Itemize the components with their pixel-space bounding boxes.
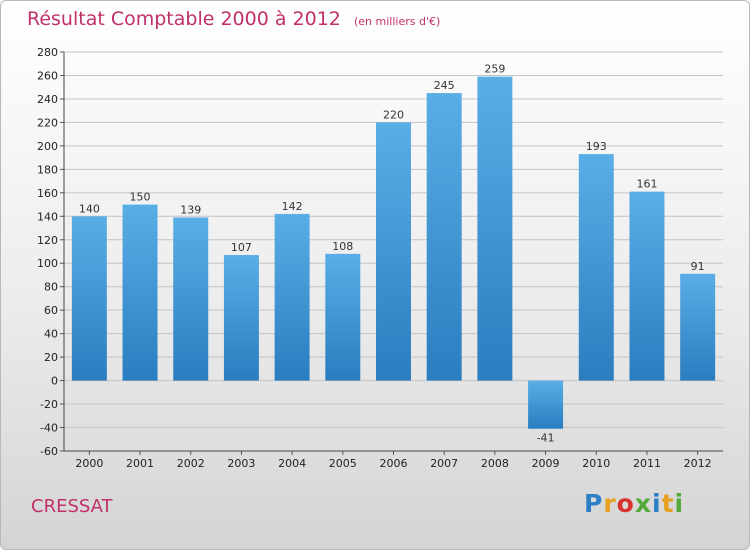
bar-2000 bbox=[72, 216, 107, 380]
y-tick-label: -60 bbox=[40, 445, 58, 458]
value-label-2004: 142 bbox=[282, 200, 303, 213]
bar-chart: -60 -40 -20 0 20 40 60 80 100 120 140 160 180 200 220 2… bbox=[1, 1, 750, 550]
x-tick-label-2009: 2009 bbox=[532, 457, 560, 470]
value-label-2008: 259 bbox=[484, 63, 505, 76]
y-tick-label: 220 bbox=[37, 116, 58, 129]
logo-letter: x bbox=[635, 489, 652, 518]
bar-2001 bbox=[123, 205, 158, 381]
commune-name: CRESSAT bbox=[31, 496, 113, 517]
value-label-2006: 220 bbox=[383, 108, 404, 121]
logo-letter: P bbox=[584, 489, 603, 518]
value-label-2007: 245 bbox=[434, 79, 455, 92]
value-label-2002: 139 bbox=[180, 203, 201, 216]
x-tick-label-2000: 2000 bbox=[75, 457, 103, 470]
x-tick-label-2005: 2005 bbox=[329, 457, 357, 470]
value-label-2011: 161 bbox=[636, 178, 657, 191]
bar-2007 bbox=[427, 93, 462, 381]
x-tick-label-2012: 2012 bbox=[684, 457, 712, 470]
bar-2010 bbox=[579, 154, 614, 380]
x-tick-label-2010: 2010 bbox=[582, 457, 610, 470]
bar-2005 bbox=[325, 254, 360, 381]
bar-2009 bbox=[528, 381, 563, 429]
bar-2002 bbox=[173, 217, 208, 380]
bar-2008 bbox=[477, 77, 512, 381]
logo-letter: t bbox=[662, 489, 675, 518]
y-tick-label: 20 bbox=[44, 351, 58, 364]
logo-letter: i bbox=[652, 489, 662, 518]
value-label-2000: 140 bbox=[79, 202, 100, 215]
y-tick-label: 120 bbox=[37, 234, 58, 247]
x-tick-label-2007: 2007 bbox=[430, 457, 458, 470]
x-tick-label-2011: 2011 bbox=[633, 457, 661, 470]
bar-2006 bbox=[376, 122, 411, 380]
y-tick-label: 180 bbox=[37, 163, 58, 176]
y-tick-label: 280 bbox=[37, 46, 58, 59]
y-tick-label: 260 bbox=[37, 69, 58, 82]
y-tick-label: -20 bbox=[40, 398, 58, 411]
bar-2012 bbox=[680, 274, 715, 381]
y-tick-label: -40 bbox=[40, 422, 58, 435]
x-tick-label-2001: 2001 bbox=[126, 457, 154, 470]
y-tick-label: 0 bbox=[51, 375, 58, 388]
value-label-2003: 107 bbox=[231, 241, 252, 254]
y-tick-label: 40 bbox=[44, 328, 58, 341]
bar-2004 bbox=[275, 214, 310, 381]
x-tick-label-2004: 2004 bbox=[278, 457, 306, 470]
logo-letter: o bbox=[617, 489, 635, 518]
y-tick-label: 100 bbox=[37, 257, 58, 270]
value-label-2005: 108 bbox=[332, 240, 353, 253]
proxiti-logo: Proxiti bbox=[584, 489, 684, 518]
x-tick-label-2003: 2003 bbox=[227, 457, 255, 470]
value-label-2012: 91 bbox=[691, 260, 705, 273]
value-label-2001: 150 bbox=[130, 191, 151, 204]
bar-2003 bbox=[224, 255, 259, 381]
chart-frame: Résultat Comptable 2000 à 2012 (en milli… bbox=[0, 0, 750, 550]
y-tick-label: 160 bbox=[37, 187, 58, 200]
x-tick-label-2008: 2008 bbox=[481, 457, 509, 470]
y-tick-label: 240 bbox=[37, 93, 58, 106]
y-tick-label: 60 bbox=[44, 304, 58, 317]
y-tick-label: 80 bbox=[44, 281, 58, 294]
x-tick-label-2006: 2006 bbox=[380, 457, 408, 470]
bar-2011 bbox=[629, 192, 664, 381]
y-tick-label: 140 bbox=[37, 210, 58, 223]
x-tick-label-2002: 2002 bbox=[177, 457, 205, 470]
y-tick-label: 200 bbox=[37, 140, 58, 153]
value-label-2009: -41 bbox=[537, 432, 555, 445]
value-label-2010: 193 bbox=[586, 140, 607, 153]
logo-letter: i bbox=[675, 489, 685, 518]
logo-letter: r bbox=[603, 489, 616, 518]
